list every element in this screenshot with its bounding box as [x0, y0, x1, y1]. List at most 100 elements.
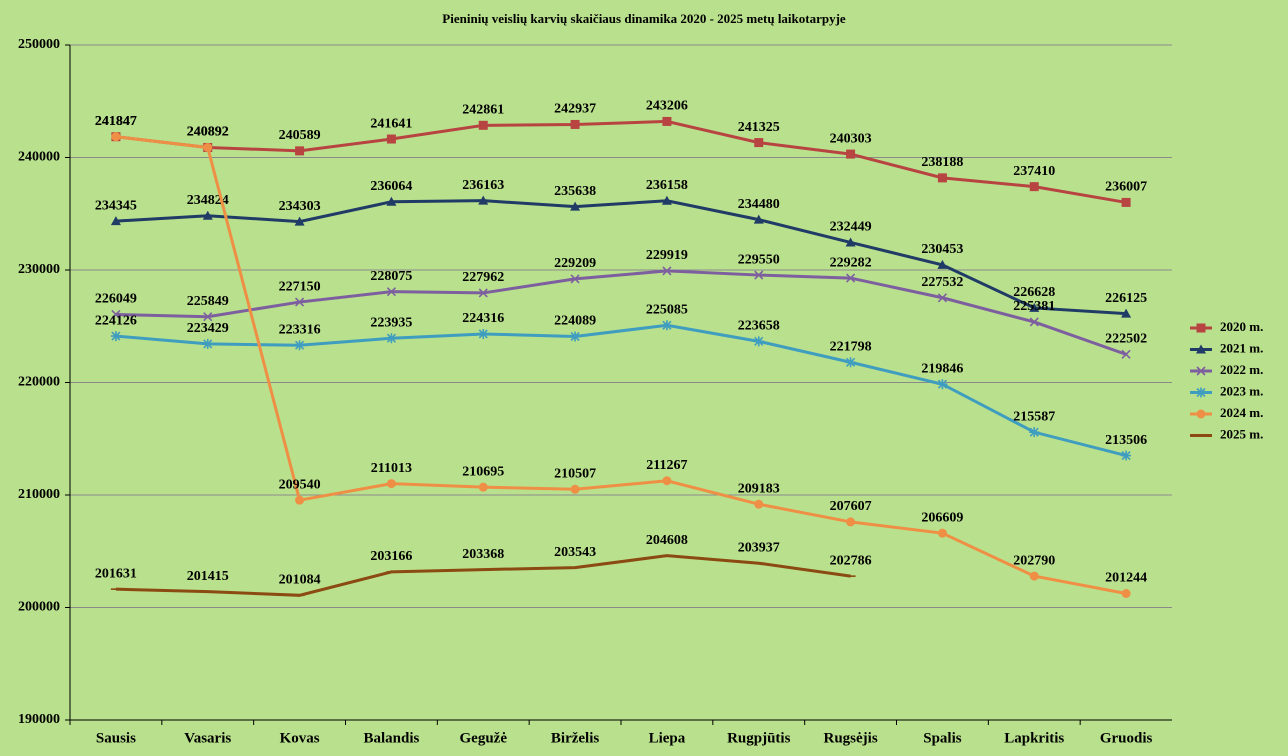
legend-label: 2022 m.: [1220, 362, 1263, 377]
data-label: 240892: [187, 125, 229, 140]
data-label: 202786: [830, 553, 872, 568]
data-label: 201631: [95, 566, 137, 581]
data-label: 226628: [1013, 285, 1055, 300]
marker: [662, 266, 672, 276]
data-label: 226049: [95, 292, 137, 307]
data-label: 237410: [1013, 164, 1055, 179]
marker: [845, 357, 856, 368]
data-label: 240892: [187, 125, 229, 140]
y-tick-label: 190000: [18, 712, 60, 727]
x-tick-label: Birželis: [551, 730, 599, 746]
marker: [937, 293, 947, 303]
data-label: 209540: [279, 477, 321, 492]
data-label: 242937: [554, 102, 596, 117]
marker: [753, 214, 764, 224]
marker: [846, 273, 856, 283]
series-line: [115, 269, 1127, 356]
x-tick-label: Spalis: [923, 730, 962, 746]
x-tick-label: Liepa: [649, 730, 686, 746]
x-tick-label: Rugpjūtis: [727, 730, 791, 746]
legend-label: 2024 m.: [1220, 405, 1263, 420]
marker: [478, 120, 488, 130]
data-label: 224089: [554, 314, 596, 329]
marker: [1196, 366, 1206, 376]
data-label: 223316: [279, 322, 321, 337]
data-label: 210507: [554, 467, 596, 482]
marker: [1121, 308, 1132, 318]
data-label: 213506: [1105, 433, 1147, 448]
marker: [386, 287, 396, 297]
x-tick-label: Rugsėjis: [823, 730, 877, 746]
data-label: 236007: [1105, 180, 1147, 195]
marker: [1196, 387, 1206, 398]
marker: [937, 528, 947, 538]
marker: [386, 196, 397, 206]
data-label: 224126: [95, 313, 137, 328]
marker: [111, 132, 121, 142]
marker: [937, 379, 948, 390]
x-tick-label: Gegužė: [460, 730, 508, 746]
data-label: 232449: [830, 220, 872, 235]
data-label: 229919: [646, 248, 688, 263]
marker: [478, 328, 489, 339]
marker: [662, 476, 672, 486]
data-label: 201415: [187, 569, 229, 584]
data-label: 236163: [462, 178, 504, 193]
marker: [753, 336, 764, 347]
marker: [478, 482, 488, 492]
data-label: 226125: [1105, 291, 1147, 306]
data-label: 225849: [187, 294, 229, 309]
y-tick-label: 240000: [18, 150, 60, 165]
data-label: 211267: [646, 458, 687, 473]
legend-label: 2021 m.: [1220, 340, 1263, 355]
data-label: 242861: [462, 103, 504, 118]
data-label: 240303: [830, 131, 872, 146]
marker: [937, 173, 947, 183]
marker: [1121, 197, 1131, 207]
marker: [295, 297, 305, 307]
series-line: [115, 199, 1127, 316]
data-label: 224316: [462, 311, 504, 326]
marker: [203, 312, 213, 322]
marker: [570, 119, 580, 129]
marker: [662, 116, 672, 126]
chart-title: Pieninių veislių karvių skaičiaus dinami…: [442, 11, 846, 26]
data-label: 225085: [646, 303, 688, 318]
legend-label: 2025 m.: [1220, 426, 1263, 441]
data-label: 229550: [738, 252, 780, 267]
marker: [110, 331, 121, 342]
x-tick-label: Kovas: [280, 730, 320, 746]
marker: [661, 320, 672, 331]
marker: [845, 237, 856, 247]
marker: [1196, 409, 1206, 419]
data-label: 238188: [921, 155, 963, 170]
marker: [1121, 450, 1132, 461]
y-tick-label: 220000: [18, 375, 60, 390]
marker: [570, 201, 581, 211]
marker: [111, 309, 121, 320]
data-label: 207607: [830, 499, 872, 514]
data-label: 206609: [921, 510, 963, 525]
marker: [1029, 182, 1039, 192]
data-label: 219846: [921, 361, 963, 376]
x-tick-label: Lapkritis: [1004, 730, 1064, 746]
marker: [1196, 344, 1206, 354]
data-label: 230453: [921, 242, 963, 257]
series-line: [115, 323, 1127, 458]
marker: [295, 146, 305, 156]
data-label: 223429: [187, 321, 229, 336]
marker: [754, 499, 764, 509]
data-label: 202790: [1013, 553, 1055, 568]
data-label: 241641: [370, 116, 412, 131]
x-tick-label: Sausis: [96, 730, 136, 746]
y-tick-label: 200000: [18, 600, 60, 615]
data-label: 234303: [279, 199, 321, 214]
marker: [478, 195, 489, 205]
marker: [937, 259, 948, 269]
data-label: 203166: [370, 549, 412, 564]
marker: [386, 333, 397, 344]
data-label: 223935: [370, 315, 412, 330]
marker: [661, 195, 672, 205]
